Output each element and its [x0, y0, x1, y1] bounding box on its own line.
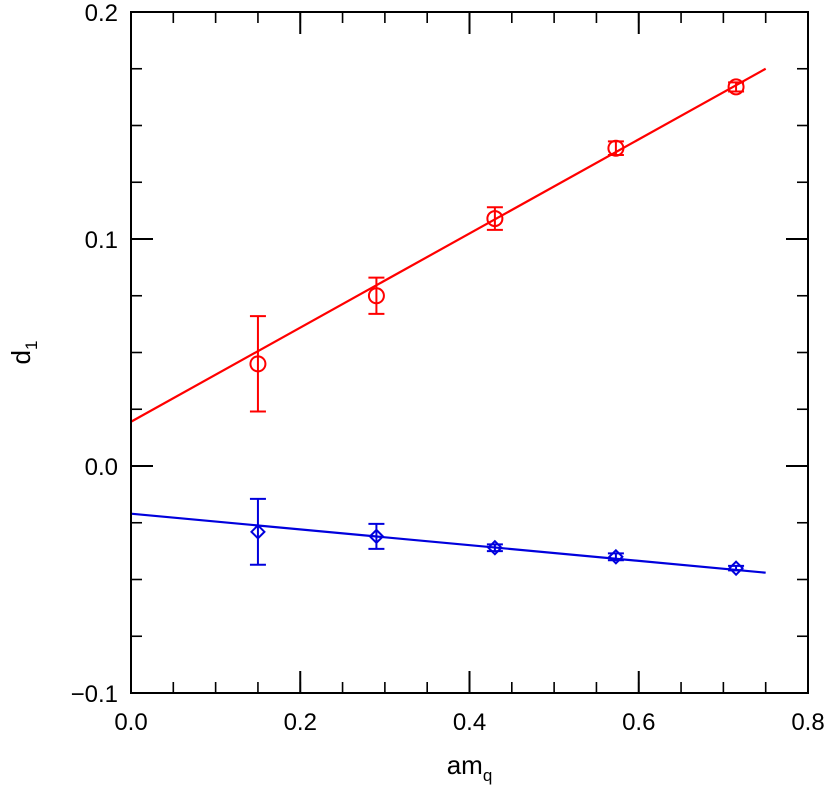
data-point: [368, 528, 385, 545]
y-tick-label: 0.0: [85, 454, 118, 481]
series-diamond: [130, 497, 766, 577]
fit-line: [130, 67, 767, 423]
x-tick-label: 0.4: [453, 709, 486, 736]
y-axis-label: d: [6, 350, 36, 364]
data-point: [607, 139, 625, 157]
x-axis-title: amq: [447, 750, 493, 785]
x-tick-label: 0.6: [622, 709, 655, 736]
data-point: [367, 287, 385, 305]
data-point: [486, 210, 504, 228]
data-point: [249, 355, 267, 373]
series-layer: [130, 67, 767, 577]
y-tick-labels: −0.1 0.0 0.1 0.2: [71, 0, 118, 708]
x-tick-label: 0.2: [284, 709, 317, 736]
major-ticks: [130, 11, 809, 694]
y-tick-label: 0.2: [85, 0, 118, 27]
y-axis-title: d1: [6, 341, 41, 365]
x-tick-labels: 0.0 0.2 0.4 0.6 0.8: [114, 709, 824, 736]
data-point: [250, 523, 266, 540]
data-point: [607, 548, 624, 565]
data-point: [486, 539, 503, 556]
data-point: [728, 560, 744, 577]
x-tick-label: 0.8: [791, 709, 824, 736]
fit-line: [130, 512, 766, 574]
minor-ticks: [130, 11, 809, 694]
x-tick-label: 0.0: [114, 709, 147, 736]
plot-frame: [130, 11, 809, 694]
x-axis-label-subscript: q: [483, 766, 492, 785]
series-circle: [130, 67, 767, 423]
x-axis-label: am: [447, 750, 483, 780]
y-axis-label-subscript: 1: [22, 341, 41, 350]
y-tick-label: −0.1: [71, 681, 118, 708]
data-point: [727, 78, 745, 96]
y-tick-label: 0.1: [85, 227, 118, 254]
